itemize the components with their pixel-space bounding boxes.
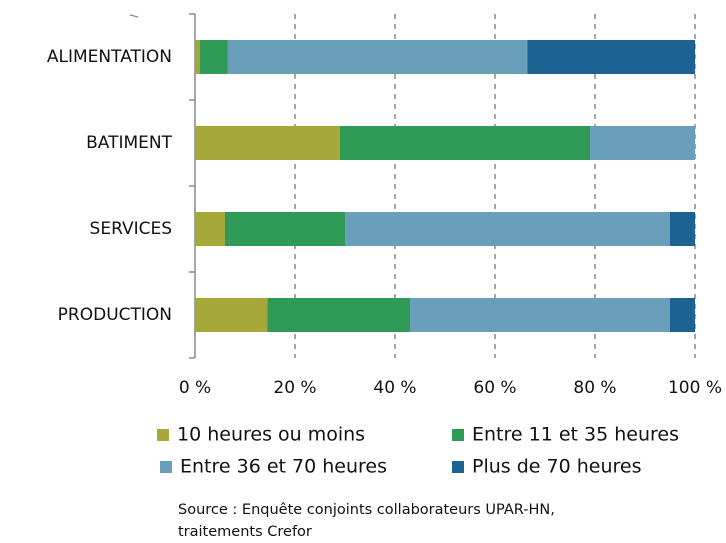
bar-segment [195,298,268,332]
legend-swatch [452,429,464,441]
y-tick-label: SERVICES [90,219,172,239]
bar-segment [670,212,695,246]
legend-swatch [157,429,169,441]
legend-swatch [160,461,172,473]
source-note: traitements Crefor [178,524,312,540]
bar-segment [225,212,345,246]
y-tick-label: BATIMENT [86,133,172,153]
bar-segment [345,212,670,246]
bar-segment [200,40,228,74]
x-tick-label: 40 % [373,378,416,398]
decoration [129,14,139,18]
bar-segment [410,298,670,332]
bar-segment [195,40,200,74]
bar-segment [670,298,695,332]
bar-segment [195,212,225,246]
bar-segment [340,126,590,160]
source-note: Source : Enquête conjoints collaborateur… [178,502,555,518]
legend-label: 10 heures ou moins [177,424,365,446]
legend-swatch [452,461,464,473]
bar-segment [590,126,695,160]
x-tick-label: 60 % [473,378,516,398]
x-tick-label: 100 % [668,378,722,398]
legend-label: Entre 11 et 35 heures [472,424,679,446]
bar-segment [527,40,695,74]
legend-label: Entre 36 et 70 heures [180,456,387,478]
x-tick-label: 0 % [179,378,211,398]
bar-segment [227,40,528,74]
x-tick-label: 80 % [573,378,616,398]
legend-label: Plus de 70 heures [472,456,641,478]
y-tick-label: ALIMENTATION [47,47,172,67]
x-tick-label: 20 % [273,378,316,398]
bar-segment [195,126,340,160]
y-tick-label: PRODUCTION [58,305,172,325]
bar-segment [267,298,410,332]
